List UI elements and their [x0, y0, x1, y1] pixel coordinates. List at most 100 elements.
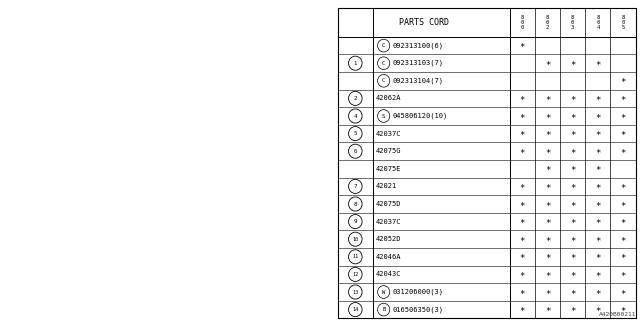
Text: ∗: ∗	[545, 94, 550, 103]
Text: ∗: ∗	[570, 287, 575, 297]
Text: ∗: ∗	[570, 129, 575, 138]
Text: 14: 14	[352, 307, 358, 312]
Text: 11: 11	[352, 254, 358, 259]
Text: ∗: ∗	[520, 94, 525, 103]
Text: 016506350(3): 016506350(3)	[392, 306, 444, 313]
Text: ∗: ∗	[545, 252, 550, 261]
Text: ∗: ∗	[620, 252, 626, 261]
Text: ∗: ∗	[595, 199, 600, 209]
Text: ∗: ∗	[520, 235, 525, 244]
Text: A420B00211: A420B00211	[599, 312, 637, 317]
Text: ∗: ∗	[620, 94, 626, 103]
Text: 5: 5	[353, 131, 357, 136]
Text: ∗: ∗	[595, 217, 600, 226]
Text: ∗: ∗	[570, 252, 575, 261]
Text: ∗: ∗	[520, 182, 525, 191]
Text: ∗: ∗	[520, 199, 525, 209]
Text: ∗: ∗	[570, 305, 575, 314]
Text: 10: 10	[352, 237, 358, 242]
Text: ∗: ∗	[545, 164, 550, 173]
Text: ∗: ∗	[595, 111, 600, 121]
Text: ∗: ∗	[545, 147, 550, 156]
Text: ∗: ∗	[545, 59, 550, 68]
Text: 6: 6	[353, 149, 357, 154]
Text: ∗: ∗	[570, 217, 575, 226]
Text: 42046A: 42046A	[376, 254, 401, 260]
Text: ∗: ∗	[520, 129, 525, 138]
Text: ∗: ∗	[520, 305, 525, 314]
Text: ∗: ∗	[520, 111, 525, 121]
Text: 092313100(6): 092313100(6)	[392, 42, 444, 49]
Text: ∗: ∗	[595, 305, 600, 314]
Text: S: S	[382, 114, 385, 118]
Text: ∗: ∗	[520, 287, 525, 297]
Text: ∗: ∗	[595, 287, 600, 297]
Text: ∗: ∗	[545, 217, 550, 226]
Text: ∗: ∗	[545, 270, 550, 279]
Text: ∗: ∗	[620, 199, 626, 209]
Text: ∗: ∗	[570, 147, 575, 156]
Text: 9: 9	[353, 219, 357, 224]
Text: ∗: ∗	[620, 235, 626, 244]
Text: ∗: ∗	[620, 147, 626, 156]
Text: ∗: ∗	[570, 111, 575, 121]
Text: ∗: ∗	[570, 182, 575, 191]
Text: ∗: ∗	[595, 59, 600, 68]
Text: ∗: ∗	[595, 164, 600, 173]
Text: 42037C: 42037C	[376, 131, 401, 137]
Text: 8: 8	[353, 202, 357, 206]
Text: 42052D: 42052D	[376, 236, 401, 242]
Text: 13: 13	[352, 290, 358, 294]
Text: 12: 12	[352, 272, 358, 277]
Text: ∗: ∗	[570, 59, 575, 68]
Text: ∗: ∗	[595, 147, 600, 156]
Text: 42062A: 42062A	[376, 95, 401, 101]
Text: ∗: ∗	[570, 199, 575, 209]
Text: 8
0
4: 8 0 4	[596, 15, 600, 29]
Text: ∗: ∗	[595, 252, 600, 261]
Text: ∗: ∗	[595, 129, 600, 138]
Text: ∗: ∗	[545, 182, 550, 191]
Text: 42021: 42021	[376, 183, 397, 189]
Text: ∗: ∗	[620, 111, 626, 121]
Text: 8
0
2: 8 0 2	[546, 15, 549, 29]
Text: 031206000(3): 031206000(3)	[392, 289, 444, 295]
Text: ∗: ∗	[545, 287, 550, 297]
Text: B: B	[382, 307, 385, 312]
Text: ∗: ∗	[570, 235, 575, 244]
Text: ∗: ∗	[570, 164, 575, 173]
Text: 1: 1	[353, 61, 357, 66]
Text: C: C	[382, 61, 385, 66]
Text: 42075E: 42075E	[376, 166, 401, 172]
Text: 8
0
0: 8 0 0	[521, 15, 524, 29]
Text: ∗: ∗	[520, 41, 525, 50]
Text: 42075D: 42075D	[376, 201, 401, 207]
Text: ∗: ∗	[520, 270, 525, 279]
Text: 42075G: 42075G	[376, 148, 401, 154]
Text: ∗: ∗	[595, 235, 600, 244]
Text: ∗: ∗	[520, 147, 525, 156]
Text: 4: 4	[353, 114, 357, 118]
Text: 8
0
3: 8 0 3	[571, 15, 574, 29]
Text: 42037C: 42037C	[376, 219, 401, 225]
Text: C: C	[382, 43, 385, 48]
Text: ∗: ∗	[545, 111, 550, 121]
Text: ∗: ∗	[570, 270, 575, 279]
Text: 092313104(7): 092313104(7)	[392, 77, 444, 84]
Text: C: C	[382, 78, 385, 83]
Text: ∗: ∗	[620, 305, 626, 314]
Text: ∗: ∗	[545, 199, 550, 209]
Text: 8
0
5: 8 0 5	[621, 15, 625, 29]
Text: ∗: ∗	[520, 217, 525, 226]
Text: PARTS CORD: PARTS CORD	[399, 18, 449, 27]
Text: ∗: ∗	[595, 270, 600, 279]
Text: ∗: ∗	[520, 252, 525, 261]
Text: ∗: ∗	[595, 94, 600, 103]
Text: ∗: ∗	[620, 217, 626, 226]
Text: ∗: ∗	[545, 129, 550, 138]
Text: ∗: ∗	[595, 182, 600, 191]
Text: 2: 2	[353, 96, 357, 101]
Text: ∗: ∗	[620, 76, 626, 85]
Text: ∗: ∗	[545, 235, 550, 244]
Text: ∗: ∗	[570, 94, 575, 103]
